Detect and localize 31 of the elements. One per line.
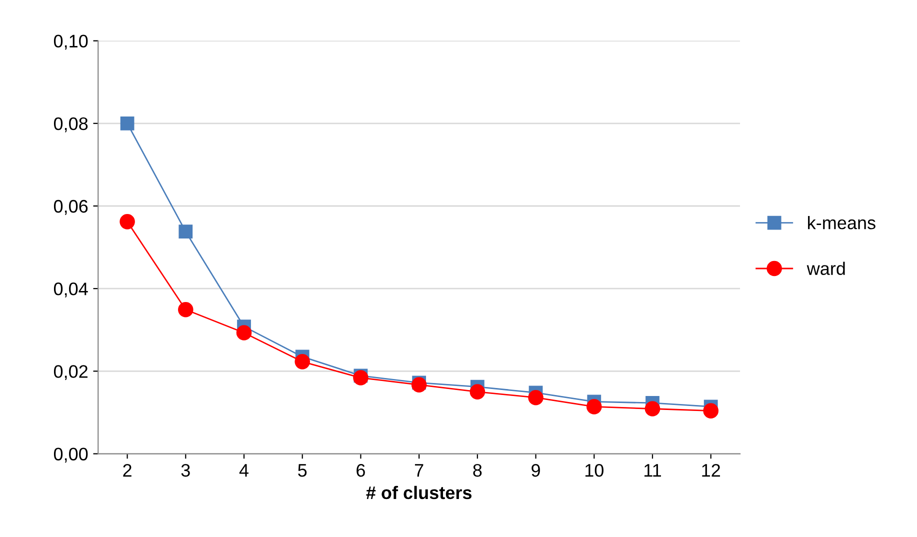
point (586, 399, 602, 414)
y-tick-label: 0,02 (54, 365, 88, 380)
x-axis-title: # of clusters (366, 486, 472, 500)
y-tick-label: 0,10 (54, 34, 88, 50)
legend-label: ward (806, 262, 845, 275)
x-tick-label: 11 (644, 464, 661, 477)
point (178, 302, 194, 318)
point (236, 325, 252, 340)
y-tick-label: 0,08 (54, 117, 88, 132)
x-tick-label: 10 (585, 464, 604, 477)
legend-label: k-means (808, 216, 876, 230)
y-tick-label: 0,00 (54, 448, 88, 463)
y-tick-label: 0,06 (54, 200, 88, 215)
point (120, 116, 134, 130)
point (644, 401, 660, 416)
x-tick-label: 6 (356, 464, 365, 477)
x-tick-label: 3 (181, 464, 190, 477)
point (703, 403, 718, 418)
point (528, 390, 544, 406)
x-tick-label: 2 (123, 464, 132, 477)
x-tick-label: 9 (532, 464, 540, 477)
x-tick-label: 5 (298, 464, 307, 477)
x-tick-label: 4 (239, 464, 248, 477)
x-tick-label: 12 (702, 464, 720, 477)
point (120, 214, 135, 230)
x-tick-label: 7 (414, 464, 424, 477)
x-tick-label: 8 (473, 464, 482, 477)
y-tick-label: 0,04 (54, 282, 88, 298)
point (470, 384, 486, 400)
point (294, 354, 310, 370)
point (178, 224, 193, 239)
